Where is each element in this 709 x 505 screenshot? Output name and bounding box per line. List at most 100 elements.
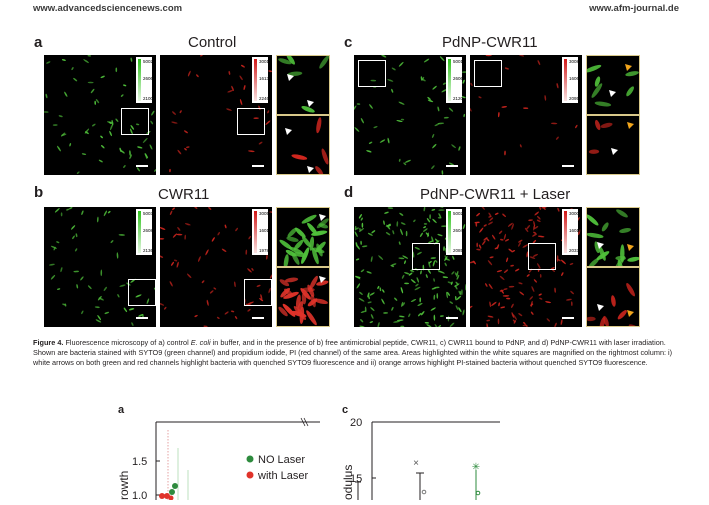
bacterium-cell — [119, 284, 126, 287]
bacterium-cell — [450, 281, 453, 285]
bacterium-cell — [103, 210, 108, 217]
panel-d-green-inset — [586, 207, 640, 267]
bacterium-cell — [427, 268, 431, 274]
bacterium-cell — [130, 57, 133, 62]
bacterium-cell — [454, 283, 460, 287]
bacterium-cell — [447, 281, 452, 284]
panel-d-green-micrograph: 50021 26040 2085 — [354, 207, 466, 327]
bacterium-cell — [438, 270, 445, 274]
bacterium-cell — [66, 208, 70, 211]
bacterium-cell — [536, 219, 541, 223]
bacterium-cell — [451, 271, 455, 275]
bacterium-cell — [503, 233, 507, 240]
bacterium-cell — [301, 287, 315, 292]
bacterium-cell — [391, 263, 397, 266]
bacterium-cell — [396, 319, 404, 322]
bacterium-cell — [57, 145, 61, 152]
bacterium-cell — [497, 112, 500, 118]
bacterium-cell — [414, 286, 421, 291]
bacterium-cell — [523, 107, 529, 110]
bacterium-cell — [74, 248, 78, 252]
bacterium-cell — [251, 268, 254, 271]
bacterium-cell — [626, 283, 635, 297]
bacterium-cell — [356, 103, 361, 105]
bacterium-cell — [617, 309, 627, 320]
bacterium-cell — [369, 292, 375, 296]
bacterium-cell — [444, 262, 447, 267]
bacterium-cell — [130, 125, 135, 130]
bacterium-cell — [431, 208, 436, 211]
bacterium-cell — [221, 248, 227, 252]
journal-url-left[interactable]: www.advancedsciencenews.com — [33, 3, 183, 14]
bacterium-cell — [301, 214, 317, 224]
bacterium-cell — [462, 79, 465, 84]
bacterium-cell — [498, 230, 503, 235]
bacterium-cell — [461, 71, 466, 73]
bacterium-cell — [599, 316, 606, 326]
bacterium-cell — [368, 141, 373, 144]
journal-url-right[interactable]: www.afm-journal.de — [589, 3, 679, 14]
bacterium-cell — [478, 96, 482, 99]
bacterium-cell — [378, 255, 384, 260]
bacterium-cell — [544, 95, 547, 101]
zoom-region-box — [128, 279, 156, 306]
bacterium-cell — [432, 218, 437, 224]
bacterium-cell — [462, 309, 465, 316]
bacterium-cell — [151, 110, 155, 116]
bacterium-cell — [366, 271, 372, 274]
bacterium-cell — [502, 295, 510, 297]
bacterium-cell — [529, 296, 533, 300]
bacterium-cell — [587, 64, 602, 73]
bacterium-cell — [231, 85, 234, 92]
bacterium-cell — [455, 305, 459, 310]
fig5-a-tick-label: 1.5 — [132, 456, 147, 468]
bacterium-cell — [307, 222, 318, 236]
bacterium-cell — [537, 235, 545, 238]
bacterium-cell — [441, 225, 447, 228]
bacterium-cell — [402, 255, 409, 259]
bacterium-cell — [280, 287, 291, 298]
caption-text-1: Fluorescence microscopy of a) control — [65, 338, 191, 347]
bacterium-cell — [163, 306, 167, 310]
bacterium-cell — [539, 274, 542, 278]
bacterium-cell — [443, 246, 445, 251]
bacterium-cell — [213, 287, 217, 290]
panel-a-red-inset — [276, 115, 330, 175]
bacterium-cell — [587, 316, 596, 322]
bacterium-cell — [110, 124, 113, 131]
bacterium-cell — [131, 322, 134, 326]
bacterium-cell — [513, 320, 517, 324]
bacterium-cell — [575, 124, 578, 129]
bacterium-cell — [560, 259, 566, 265]
bacterium-cell — [240, 64, 245, 68]
bacterium-cell — [434, 123, 440, 127]
bacterium-cell — [601, 222, 609, 232]
bacterium-cell — [160, 237, 165, 240]
bacterium-cell — [402, 302, 406, 306]
bacterium-cell — [367, 232, 373, 236]
scale-bar — [136, 317, 148, 319]
panel-c-red-inset — [586, 115, 640, 175]
bacterium-cell — [442, 276, 448, 279]
bacterium-cell — [557, 207, 560, 212]
bacterium-cell — [312, 247, 319, 265]
orange-arrow-icon — [625, 64, 632, 71]
bacterium-cell — [135, 294, 142, 298]
bacterium-cell — [427, 99, 434, 103]
bacterium-cell — [537, 215, 541, 220]
bacterium-cell — [532, 253, 539, 257]
bacterium-cell — [432, 260, 436, 267]
bacterium-cell — [194, 207, 198, 209]
bacterium-cell — [56, 288, 61, 290]
bacterium-cell — [302, 236, 311, 248]
bacterium-cell — [486, 319, 491, 322]
bacterium-cell — [504, 238, 510, 242]
bacterium-cell — [354, 231, 358, 238]
bacterium-cell — [50, 245, 57, 249]
bacterium-cell — [136, 167, 141, 172]
bacterium-cell — [531, 286, 535, 293]
bacterium-cell — [491, 301, 497, 306]
bacterium-cell — [417, 251, 422, 255]
bacterium-cell — [537, 263, 541, 269]
fig5-a-axis-break — [300, 417, 306, 427]
